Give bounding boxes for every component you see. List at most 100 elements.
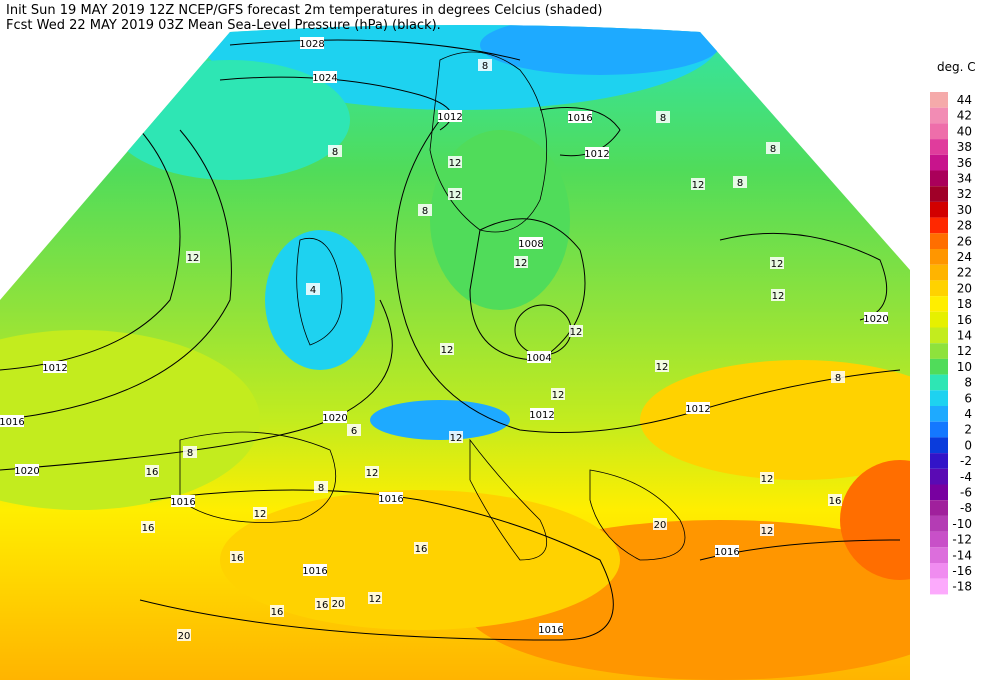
isobar-label: 1020 bbox=[863, 314, 888, 325]
temperature-label-bg bbox=[656, 111, 670, 123]
isobar-label-bg bbox=[300, 37, 324, 49]
coastline bbox=[296, 238, 343, 346]
legend-label: -16 bbox=[952, 564, 972, 578]
legend-swatch bbox=[930, 421, 948, 438]
temperature-label: 16 bbox=[142, 523, 155, 534]
temperature-label-bg bbox=[551, 388, 565, 400]
isobar-label: 1016 bbox=[0, 417, 25, 428]
temperature-label: 12 bbox=[761, 474, 774, 485]
legend-label: 18 bbox=[957, 297, 972, 311]
isobar-label-bg bbox=[303, 564, 327, 576]
isobar-label: 1012 bbox=[685, 404, 710, 415]
isobar-label: 1028 bbox=[299, 39, 324, 50]
header-line: Fcst Wed 22 MAY 2019 03Z Mean Sea-Level … bbox=[6, 18, 441, 33]
legend-swatch bbox=[930, 406, 948, 422]
isobar bbox=[0, 129, 232, 421]
temperature-label: 12 bbox=[515, 258, 528, 269]
legend-swatch bbox=[930, 233, 948, 249]
temperature-label-bg bbox=[177, 629, 191, 641]
isobar bbox=[394, 119, 901, 433]
legend: 4442403836343230282624222018161412108642… bbox=[930, 92, 972, 595]
temperature-label-bg bbox=[183, 446, 197, 458]
temperature-label: 12 bbox=[772, 291, 785, 302]
temperature-label: 8 bbox=[482, 61, 488, 72]
temperature-label: 12 bbox=[761, 526, 774, 537]
temperature-label: 20 bbox=[654, 520, 667, 531]
temperature-label-bg bbox=[828, 494, 842, 506]
isobar-label: 1016 bbox=[567, 113, 592, 124]
isobar-label: 1020 bbox=[14, 466, 39, 477]
temperature-label: 8 bbox=[770, 144, 776, 155]
temperature-label-bg bbox=[771, 289, 785, 301]
temperature-label-bg bbox=[306, 283, 320, 295]
temperature-label-bg bbox=[770, 257, 784, 269]
temperature-label: 8 bbox=[422, 206, 428, 217]
legend-label: -6 bbox=[960, 486, 972, 500]
legend-label: 24 bbox=[957, 250, 972, 264]
legend-swatch bbox=[930, 170, 948, 187]
isobar-label-bg bbox=[585, 147, 609, 159]
coastline bbox=[429, 51, 548, 233]
temperature-label-bg bbox=[831, 371, 845, 383]
isobar-label-bg bbox=[715, 545, 739, 557]
temperature-label-bg bbox=[186, 251, 200, 263]
isobar-label-bg bbox=[539, 623, 563, 635]
temperature-label-bg bbox=[414, 542, 428, 554]
temperature-label-bg bbox=[448, 156, 462, 168]
temperature-label-bg bbox=[230, 551, 244, 563]
temperature-label-bg bbox=[655, 360, 669, 372]
temperature-label-bg bbox=[760, 524, 774, 536]
temperature-label: 12 bbox=[187, 253, 200, 264]
isobar bbox=[0, 129, 181, 371]
legend-label: -8 bbox=[960, 501, 972, 515]
legend-label: 30 bbox=[957, 203, 972, 217]
legend-swatch bbox=[930, 547, 948, 563]
temperature-label: 16 bbox=[415, 544, 428, 555]
legend-label: 42 bbox=[957, 109, 972, 123]
temperature-label-bg bbox=[331, 597, 345, 609]
legend-swatch bbox=[930, 249, 948, 265]
cool-region bbox=[265, 230, 375, 370]
legend-title: deg. C bbox=[937, 60, 976, 74]
temperature-label-bg bbox=[653, 518, 667, 530]
isobar-label: 1016 bbox=[538, 625, 563, 636]
temperature-label-bg bbox=[347, 424, 361, 436]
temperature-label: 12 bbox=[449, 158, 462, 169]
temperature-label: 8 bbox=[737, 178, 743, 189]
isobar bbox=[539, 107, 621, 157]
temperature-label: 12 bbox=[441, 345, 454, 356]
temperature-label: 16 bbox=[146, 467, 159, 478]
isobar-label: 1012 bbox=[584, 149, 609, 160]
temperature-label: 8 bbox=[835, 373, 841, 384]
temperature-label-bg bbox=[691, 178, 705, 190]
temperature-label: 20 bbox=[178, 631, 191, 642]
isobar-label-bg bbox=[171, 495, 195, 507]
legend-label: 0 bbox=[964, 438, 972, 452]
isobar-label: 1012 bbox=[529, 410, 554, 421]
temperature-label: 8 bbox=[660, 113, 666, 124]
isobar-label-bg bbox=[379, 492, 403, 504]
legend-label: 34 bbox=[957, 172, 972, 186]
legend-label: 40 bbox=[957, 124, 972, 138]
legend-label: 6 bbox=[964, 391, 972, 405]
isobar-label-bg bbox=[527, 351, 551, 363]
temperature-label-bg bbox=[368, 592, 382, 604]
temperature-label-bg bbox=[760, 472, 774, 484]
temperature-label: 16 bbox=[231, 553, 244, 564]
temperature-label-bg bbox=[145, 465, 159, 477]
coastline bbox=[469, 438, 548, 561]
temperature-label: 16 bbox=[829, 496, 842, 507]
coastline bbox=[589, 469, 686, 561]
legend-swatch bbox=[930, 578, 948, 595]
isobar-label-bg bbox=[43, 361, 67, 373]
legend-swatch bbox=[930, 390, 948, 406]
legend-label: 2 bbox=[964, 423, 972, 437]
temperature-label: 12 bbox=[570, 327, 583, 338]
legend-label: 38 bbox=[957, 140, 972, 154]
legend-swatch bbox=[930, 343, 948, 359]
legend-label: 32 bbox=[957, 187, 972, 201]
warm-region bbox=[640, 360, 910, 480]
legend-swatch bbox=[930, 154, 948, 171]
temperature-label: 12 bbox=[369, 594, 382, 605]
temperature-label: 16 bbox=[271, 607, 284, 618]
